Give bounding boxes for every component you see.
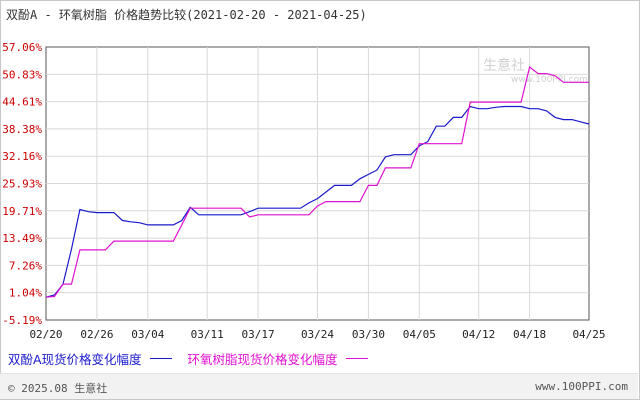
x-tick-label: 02/26: [80, 328, 113, 341]
y-tick-label: 32.16%: [2, 150, 42, 163]
x-tick-label: 03/04: [131, 328, 164, 341]
y-tick-label: -5.19%: [2, 314, 42, 327]
x-tick-label: 03/17: [242, 328, 275, 341]
series-line-1: [45, 105, 590, 298]
y-tick-label: 1.04%: [9, 287, 42, 300]
x-tick-label: 03/30: [352, 328, 385, 341]
x-tick-label: 04/25: [572, 328, 605, 341]
chart-title-range: (2021-02-20 - 2021-04-25): [186, 8, 367, 22]
chart-legend: 双酚A现货价格变化幅度 环氧树脂现货价格变化幅度: [8, 349, 380, 368]
footer-url[interactable]: www.100PPI.com: [535, 380, 628, 393]
legend-item-series2: 环氧树脂现货价格变化幅度: [188, 349, 368, 368]
x-tick-label: 04/12: [462, 328, 495, 341]
y-tick-label: 50.83%: [2, 68, 42, 81]
y-tick-label: 7.26%: [9, 259, 42, 272]
y-tick-label: 13.49%: [2, 232, 42, 245]
y-tick-label: 38.38%: [2, 123, 42, 136]
x-tick-label: 04/05: [403, 328, 436, 341]
legend-item-series1: 双酚A现货价格变化幅度: [8, 349, 172, 368]
legend-label-series2: 环氧树脂现货价格变化幅度: [187, 352, 338, 367]
series-line-2: [45, 65, 589, 298]
x-tick-label: 04/18: [513, 328, 546, 341]
legend-label-series1: 双酚A现货价格变化幅度: [8, 352, 142, 367]
watermark-url: www.100PPI.com: [511, 75, 588, 85]
legend-swatch-series2: [345, 358, 368, 359]
chart-title: 双酚A - 环氧树脂 价格趋势比较(2021-02-20 - 2021-04-2…: [6, 6, 367, 23]
footer-bar: © 2025.08 生意社 www.100PPI.com: [0, 373, 638, 399]
watermark-text: 生意社: [483, 58, 525, 74]
footer-copyright: © 2025.08 生意社: [8, 382, 108, 395]
x-tick-label: 03/24: [301, 328, 334, 341]
chart-title-name: 双酚A - 环氧树脂 价格趋势比较: [6, 8, 187, 22]
y-tick-label: 25.93%: [2, 178, 42, 191]
legend-swatch-series1: [149, 358, 172, 359]
x-tick-label: 03/11: [191, 328, 224, 341]
y-tick-label: 57.06%: [2, 41, 42, 54]
x-tick-label: 02/20: [29, 328, 62, 341]
watermark-logo: 生意社 www.100PPI.com: [483, 55, 588, 85]
y-tick-label: 19.71%: [2, 205, 42, 218]
y-tick-label: 44.61%: [2, 96, 42, 109]
